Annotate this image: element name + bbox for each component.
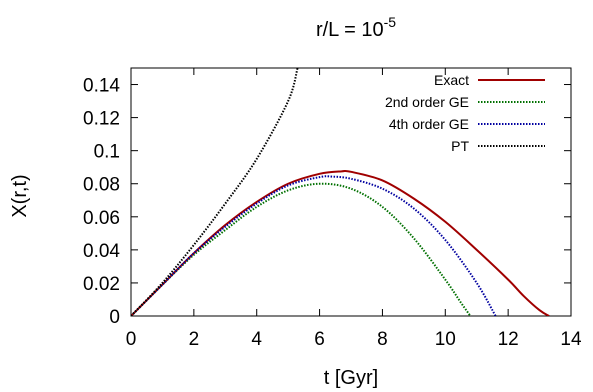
y-tick-label: 0.08: [83, 175, 120, 196]
x-tick-label: 4: [251, 329, 262, 350]
plot-frame: [130, 67, 572, 317]
x-tick-label: 14: [560, 329, 582, 350]
y-tick-label: 0.02: [83, 274, 120, 295]
y-tick-label: 0.04: [83, 241, 120, 262]
y-axis-label: X(r,t): [9, 174, 31, 217]
legend-label: 4th order GE: [389, 116, 469, 132]
chart-title: r/L = 10-5: [316, 14, 396, 41]
x-tick-label: 12: [498, 329, 519, 350]
x-tick-label: 6: [314, 329, 325, 350]
legend-label: Exact: [434, 72, 469, 88]
x-tick-label: 10: [435, 329, 456, 350]
legend-label: PT: [451, 138, 469, 154]
x-tick-label: 8: [377, 329, 388, 350]
x-tick-label: 0: [126, 329, 137, 350]
y-tick-label: 0: [109, 307, 120, 328]
series-line-pt: [131, 68, 299, 316]
y-tick-label: 0.14: [83, 76, 120, 97]
ticks: 0 2 4 6 8 10 12 14 0 0.02 0.04 0.06 0.08 0.1 0.12 0.14: [83, 68, 582, 350]
x-tick-label: 2: [189, 329, 200, 350]
legend-label: 2nd order GE: [385, 94, 469, 110]
y-tick-label: 0.1: [94, 142, 120, 163]
y-tick-label: 0.06: [83, 208, 120, 229]
series-line-2nd-order-ge: [131, 182, 472, 316]
legend: Exact 2nd order GE 4th order GE PT: [385, 72, 545, 154]
y-tick-label: 0.12: [83, 109, 120, 130]
series-line-4th-order-ge: [131, 175, 497, 316]
chart-title-main: r/L = 10: [316, 19, 384, 41]
x-axis-label: t [Gyr]: [324, 367, 378, 389]
series-lines: [131, 68, 550, 316]
series-line-exact: [131, 169, 550, 316]
chart-title-superscript: -5: [384, 14, 397, 30]
